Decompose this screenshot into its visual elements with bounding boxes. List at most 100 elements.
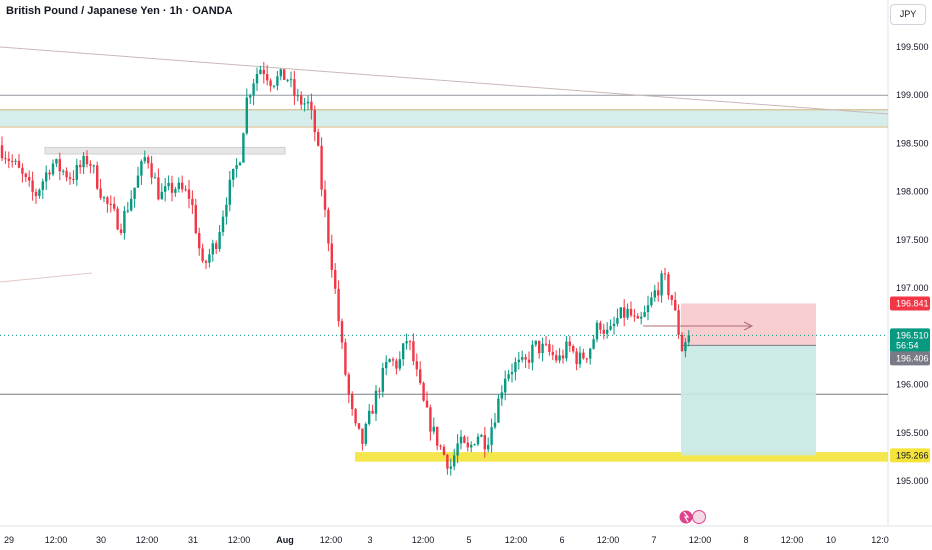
candle-body [34, 191, 38, 196]
candle-body [663, 273, 667, 275]
candle-body [164, 186, 167, 192]
candle-body [4, 158, 7, 160]
candle-body [470, 445, 473, 448]
candle-body [419, 369, 422, 384]
candle-body [497, 398, 500, 423]
candle-body [572, 345, 575, 352]
candle-body [459, 436, 463, 444]
trend-line[interactable] [0, 272, 93, 283]
stop-price-badge [890, 296, 930, 311]
time-tick-label: 12:00 [597, 535, 620, 545]
candle-body [436, 426, 439, 446]
candle-body [99, 188, 102, 198]
candle-body [521, 357, 524, 360]
candle-body [646, 305, 650, 313]
candle-body [677, 310, 680, 335]
range-rectangle[interactable] [44, 146, 286, 155]
news-event-icon[interactable] [692, 510, 706, 524]
candle-body [116, 208, 119, 230]
candle-body [412, 341, 415, 362]
candle-body [300, 95, 303, 105]
candle-body [272, 85, 276, 87]
candle-body [391, 359, 395, 361]
time-tick-label: 30 [96, 535, 106, 545]
support-zone[interactable] [355, 452, 888, 462]
candle-body [119, 229, 123, 233]
countdown-label: 56:54 [896, 340, 919, 350]
candle-body [674, 299, 677, 311]
candle-body [561, 355, 565, 359]
candle-body [323, 189, 327, 210]
stop-price-label: 196.841 [896, 298, 929, 308]
candle-body [238, 162, 242, 166]
candle-body [602, 329, 605, 334]
candle-body [232, 168, 235, 180]
candle-body [170, 182, 174, 193]
price-tick-label: 198.000 [896, 187, 929, 197]
candle-body [585, 358, 588, 360]
price-axis[interactable]: 199.500 199.000 198.500 198.000 197.500 197.0… [890, 42, 930, 486]
candle-body [194, 205, 197, 234]
price-tick-label: 199.000 [896, 90, 929, 100]
candle-body [45, 172, 48, 182]
candle-body [368, 410, 371, 424]
time-tick-label: 12:00 [45, 535, 68, 545]
candle-body [388, 359, 391, 363]
time-tick-label: 29 [4, 535, 14, 545]
candle-body [51, 163, 55, 175]
candle-body [650, 297, 653, 306]
candle-body [432, 426, 435, 432]
time-axis[interactable]: 29 12:00 30 12:00 31 12:00 Aug 12:00 3 12:00 5 12:0… [4, 535, 889, 545]
candle-body [344, 342, 347, 375]
candle-body [102, 197, 106, 199]
candle-body [357, 423, 361, 429]
candle-body [72, 178, 75, 180]
time-tick-label: 12:00 [781, 535, 804, 545]
time-tick-label: 7 [651, 535, 656, 545]
candle-body [279, 69, 282, 77]
candle-body [480, 434, 483, 437]
entry-price-label: 196.406 [896, 353, 929, 363]
candle-body [364, 423, 367, 444]
candle-body [62, 170, 65, 172]
take-profit-zone[interactable] [681, 345, 816, 456]
candle-body [167, 182, 170, 187]
candle-body [191, 198, 194, 206]
candle-body [109, 203, 112, 205]
candle-body [629, 308, 633, 316]
candle-body [680, 334, 684, 352]
candle-body [476, 436, 480, 445]
candle-body [82, 155, 85, 168]
candle-body [398, 359, 401, 369]
trend-line[interactable] [0, 46, 889, 115]
time-tick-label: 5 [466, 535, 471, 545]
candle-body [541, 343, 544, 354]
candle-body [289, 79, 293, 81]
candle-body [201, 248, 204, 262]
candle-body [510, 372, 514, 375]
candle-body [28, 177, 31, 181]
overlay-layer [643, 321, 754, 524]
drawings-layer [0, 46, 889, 462]
symbol-title[interactable]: British Pound / Japanese Yen · 1h · OAND… [6, 5, 233, 17]
candle-body [623, 307, 626, 318]
candle-body [558, 355, 561, 361]
candle-body [58, 159, 61, 172]
candle-body [466, 442, 469, 448]
candle-body [228, 179, 231, 205]
candle-body [408, 341, 412, 343]
candle-body [429, 407, 432, 432]
candle-body [337, 288, 340, 322]
candle-body [89, 164, 92, 166]
time-tick-label: 8 [743, 535, 748, 545]
candle-body [7, 158, 10, 161]
currency-button[interactable]: JPY [890, 4, 926, 25]
candle-body [514, 362, 517, 373]
candle-body [208, 254, 211, 263]
candle-body [296, 95, 299, 97]
candle-body [578, 352, 582, 365]
candle-body [55, 159, 58, 164]
resistance-zone[interactable] [0, 109, 888, 127]
